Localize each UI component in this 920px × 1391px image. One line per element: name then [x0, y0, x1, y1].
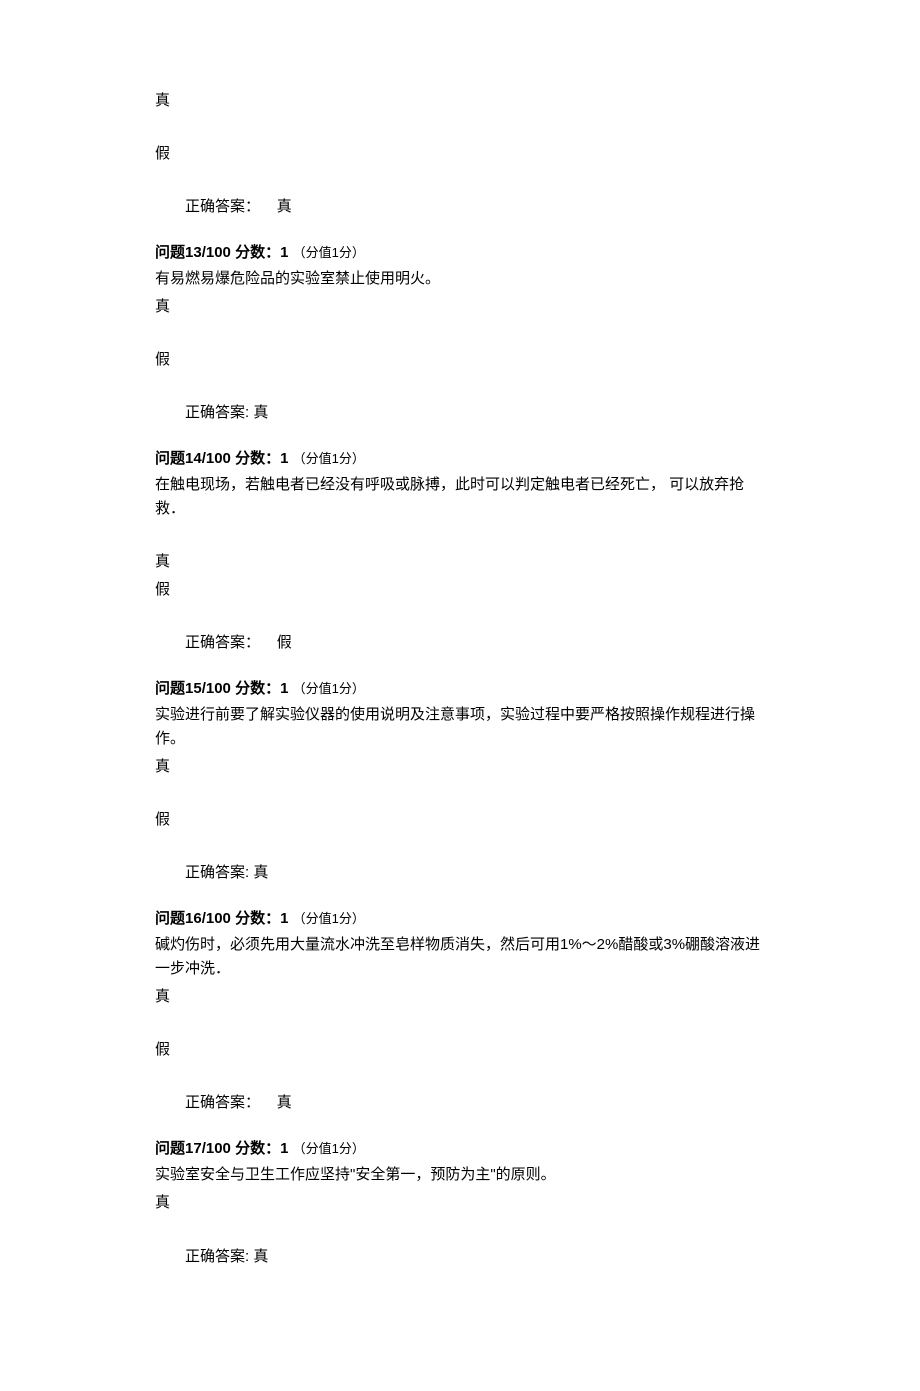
answer-value: 真: [277, 1094, 292, 1111]
correct-answer: 正确答案: 真: [185, 401, 765, 422]
question-text: 有易燃易爆危险品的实验室禁止使用明火。: [155, 267, 765, 291]
answer-value: 假: [277, 634, 292, 651]
question-label: 问题15/100 分数：1: [155, 680, 288, 697]
answer-label: 正确答案：: [185, 198, 260, 215]
correct-answer: 正确答案： 假: [185, 631, 765, 652]
answer-value: 真: [277, 198, 292, 215]
question-14: 问题14/100 分数：1 （分值1分） 在触电现场，若触电者已经没有呼吸或脉搏…: [155, 447, 765, 652]
answer-value: 真: [253, 1248, 268, 1265]
option-true: 真: [155, 986, 765, 1009]
answer-label: 正确答案：: [185, 634, 260, 651]
option-false: 假: [155, 809, 765, 832]
option-false: 假: [155, 143, 765, 166]
answer-label: 正确答案:: [185, 1248, 249, 1265]
question-text: 实验室安全与卫生工作应坚持"安全第一，预防为主"的原则。: [155, 1163, 765, 1187]
score-detail: （分值1分）: [293, 911, 365, 926]
answer-label: 正确答案：: [185, 1094, 260, 1111]
question-header: 问题15/100 分数：1 （分值1分）: [155, 677, 765, 698]
option-false: 假: [155, 1039, 765, 1062]
question-15: 问题15/100 分数：1 （分值1分） 实验进行前要了解实验仪器的使用说明及注…: [155, 677, 765, 882]
correct-answer: 正确答案: 真: [185, 1245, 765, 1266]
question-label: 问题17/100 分数：1: [155, 1140, 288, 1157]
question-label: 问题14/100 分数：1: [155, 450, 288, 467]
answer-value: 真: [253, 404, 268, 421]
question-text: 实验进行前要了解实验仪器的使用说明及注意事项，实验过程中要严格按照操作规程进行操…: [155, 703, 765, 751]
answer-value: 真: [253, 864, 268, 881]
correct-answer: 正确答案： 真: [185, 195, 765, 216]
question-label: 问题16/100 分数：1: [155, 910, 288, 927]
option-true: 真: [155, 756, 765, 779]
option-true: 真: [155, 90, 765, 113]
question-header: 问题13/100 分数：1 （分值1分）: [155, 241, 765, 262]
answer-label: 正确答案:: [185, 864, 249, 881]
option-true: 真: [155, 551, 765, 574]
score-detail: （分值1分）: [293, 245, 365, 260]
question-label: 问题13/100 分数：1: [155, 244, 288, 261]
score-detail: （分值1分）: [293, 1141, 365, 1156]
question-text: 碱灼伤时，必须先用大量流水冲洗至皂样物质消失，然后可用1%～2%醋酸或3%硼酸溶…: [155, 933, 765, 981]
score-detail: （分值1分）: [293, 451, 365, 466]
correct-answer: 正确答案: 真: [185, 861, 765, 882]
question-13: 问题13/100 分数：1 （分值1分） 有易燃易爆危险品的实验室禁止使用明火。…: [155, 241, 765, 422]
question-header: 问题14/100 分数：1 （分值1分）: [155, 447, 765, 468]
option-true: 真: [155, 296, 765, 319]
question-16: 问题16/100 分数：1 （分值1分） 碱灼伤时，必须先用大量流水冲洗至皂样物…: [155, 907, 765, 1112]
correct-answer: 正确答案： 真: [185, 1091, 765, 1112]
question-17: 问题17/100 分数：1 （分值1分） 实验室安全与卫生工作应坚持"安全第一，…: [155, 1137, 765, 1266]
option-false: 假: [155, 579, 765, 602]
question-12-tail: 真 假 正确答案： 真: [155, 90, 765, 216]
option-false: 假: [155, 349, 765, 372]
question-header: 问题17/100 分数：1 （分值1分）: [155, 1137, 765, 1158]
option-true: 真: [155, 1192, 765, 1215]
question-text: 在触电现场，若触电者已经没有呼吸或脉搏，此时可以判定触电者已经死亡， 可以放弃抢…: [155, 473, 765, 521]
question-header: 问题16/100 分数：1 （分值1分）: [155, 907, 765, 928]
score-detail: （分值1分）: [293, 681, 365, 696]
answer-label: 正确答案:: [185, 404, 249, 421]
